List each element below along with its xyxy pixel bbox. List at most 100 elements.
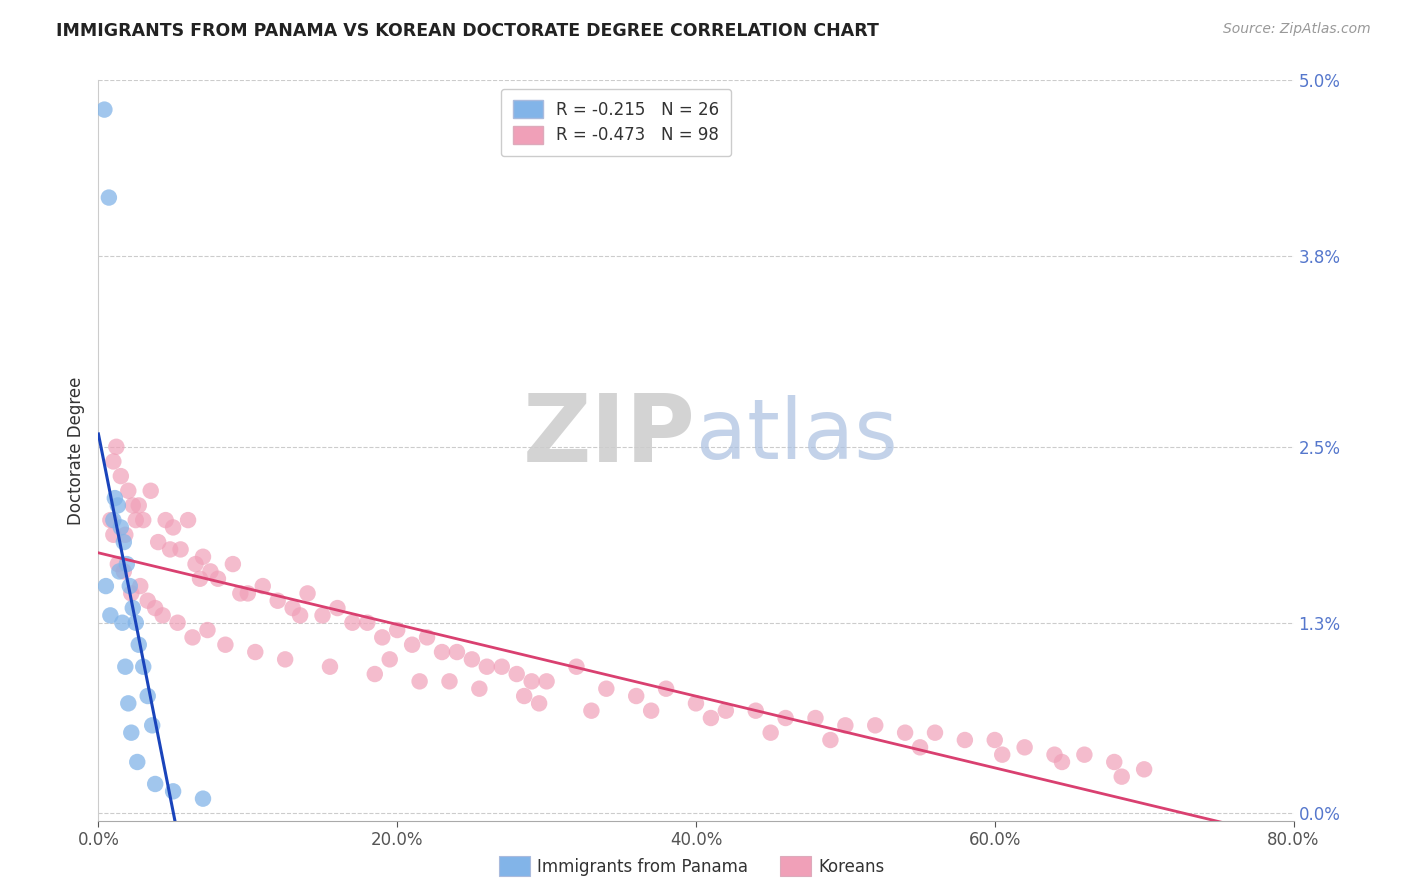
Point (1111, 770, 1133, 784)
Point (93, 103, 115, 117)
Legend: R = -0.215   N = 26, R = -0.473   N = 98: R = -0.215 N = 26, R = -0.473 N = 98 (501, 88, 731, 156)
Point (745, 704, 768, 718)
Point (491, 659, 513, 673)
Point (506, 667, 529, 681)
Point (197, 623, 219, 637)
Point (128, 499, 150, 513)
Point (121, 601, 143, 615)
Point (143, 601, 166, 615)
Point (169, 542, 191, 557)
Point (834, 718, 856, 732)
Point (110, 469, 132, 483)
Point (139, 483, 162, 498)
Point (326, 601, 349, 615)
Point (267, 593, 290, 607)
Point (98, 513, 122, 527)
Point (342, 615, 364, 630)
Point (274, 652, 297, 666)
Point (775, 711, 797, 725)
Point (191, 549, 214, 564)
Point (103, 528, 125, 542)
Point (120, 586, 142, 600)
Point (439, 674, 461, 689)
Point (1043, 747, 1066, 762)
Point (200, 565, 222, 579)
Point (245, 645, 267, 659)
Point (640, 704, 662, 718)
Point (94, 579, 117, 593)
Point (222, 557, 245, 571)
Point (804, 711, 827, 725)
Point (181, 631, 204, 645)
Point (107, 557, 129, 571)
Point (115, 557, 138, 571)
Point (112, 535, 135, 549)
Point (385, 623, 409, 637)
Point (408, 674, 430, 689)
Point (1050, 755, 1073, 769)
Point (188, 572, 211, 586)
Point (513, 689, 536, 703)
Point (311, 608, 333, 623)
Point (120, 725, 142, 739)
Point (207, 572, 229, 586)
Point (759, 725, 782, 739)
Point (104, 491, 127, 505)
Point (371, 631, 394, 645)
Point (107, 499, 129, 513)
Point (121, 499, 143, 513)
Point (148, 535, 170, 549)
Point (865, 718, 887, 732)
Point (152, 608, 174, 623)
Point (136, 689, 159, 703)
Point (461, 652, 484, 666)
Point (894, 725, 917, 739)
Point (685, 697, 707, 711)
Point (416, 631, 439, 645)
Point (984, 733, 1007, 747)
Point (281, 601, 304, 615)
Point (356, 615, 378, 630)
Point (114, 659, 136, 673)
Point (468, 681, 491, 696)
Point (1073, 747, 1095, 762)
Text: Source: ZipAtlas.com: Source: ZipAtlas.com (1223, 22, 1371, 37)
Point (98, 608, 122, 623)
Point (446, 645, 468, 659)
Point (112, 565, 135, 579)
Point (128, 638, 150, 652)
Point (297, 586, 319, 600)
Point (581, 704, 603, 718)
Point (117, 483, 139, 498)
Point (162, 520, 184, 534)
Point (1014, 740, 1036, 755)
Point (520, 674, 543, 689)
Point (364, 667, 387, 681)
Text: atlas: atlas (696, 395, 897, 476)
Point (125, 513, 148, 527)
Point (430, 645, 453, 659)
Point (991, 747, 1014, 762)
Point (118, 579, 141, 593)
Point (229, 586, 252, 600)
Point (319, 659, 342, 673)
Point (191, 791, 214, 805)
Point (536, 674, 558, 689)
Point (252, 579, 274, 593)
Point (162, 784, 184, 798)
Point (527, 697, 550, 711)
Point (141, 718, 163, 732)
Point (177, 513, 200, 527)
Point (475, 659, 498, 673)
Point (127, 755, 149, 769)
Point (110, 520, 132, 534)
Point (214, 638, 236, 652)
Text: Koreans: Koreans (818, 858, 884, 876)
Point (159, 542, 181, 557)
Point (103, 513, 125, 527)
Point (136, 593, 159, 607)
Point (908, 740, 931, 755)
Point (125, 615, 148, 630)
Text: ZIP: ZIP (523, 390, 696, 482)
Point (288, 608, 311, 623)
